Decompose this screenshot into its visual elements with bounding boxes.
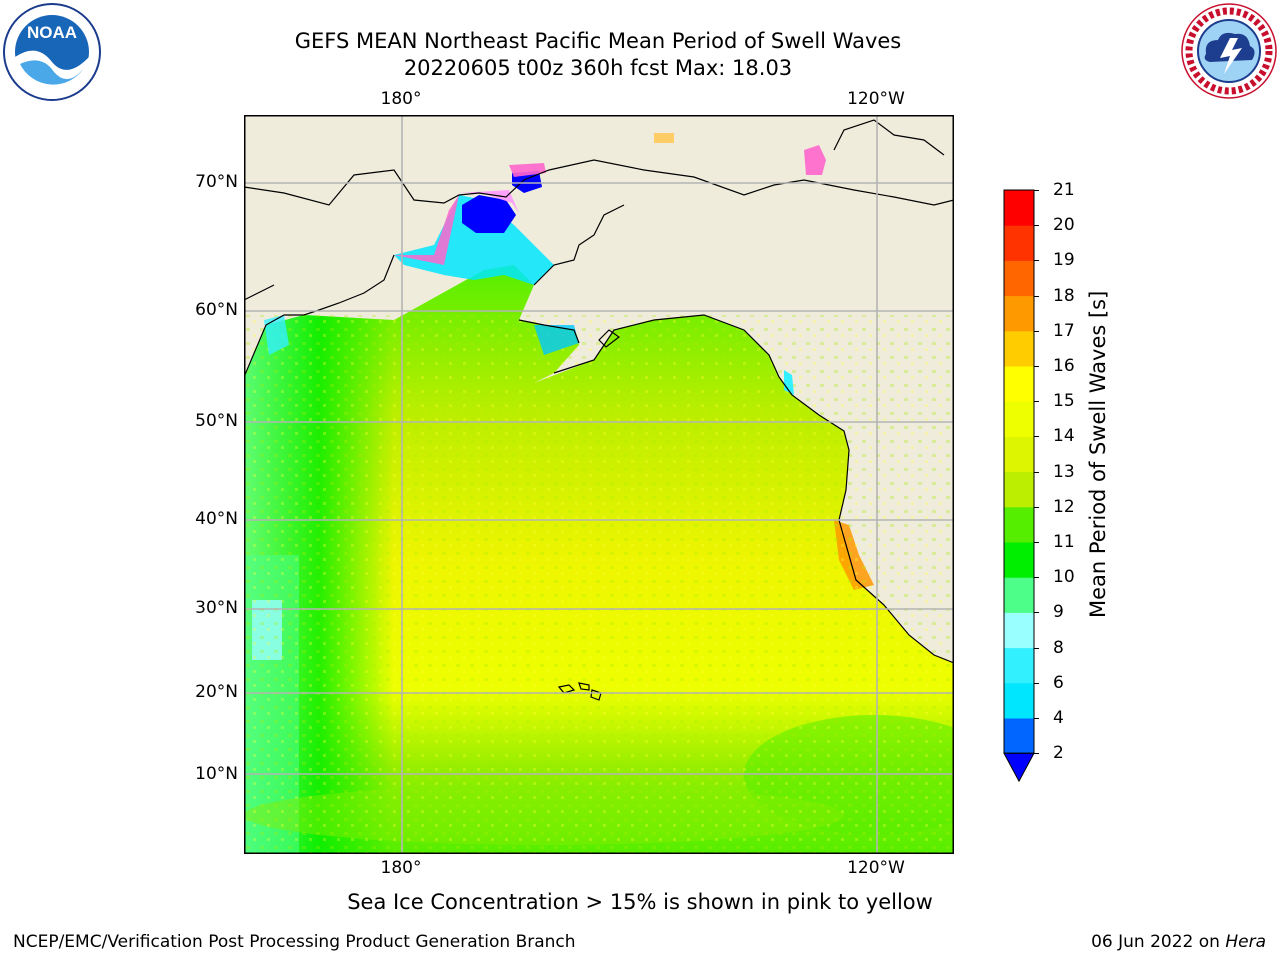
colorbar-under-arrow — [1003, 752, 1035, 783]
sea-ice-pink-3 — [509, 163, 546, 177]
colorbar-ticks: 2 4 6 8 9 10 11 12 13 14 15 16 17 18 19 20 21 — [1034, 0, 1110, 960]
lon-label-bottom-180: 180° — [380, 858, 422, 878]
colorbar-tick-label: 15 — [1053, 391, 1075, 412]
colorbar-tick-label: 2 — [1053, 743, 1064, 764]
colorbar-segment — [1004, 718, 1034, 754]
colorbar-tick-label: 4 — [1053, 708, 1064, 728]
colorbar-segment — [1004, 471, 1034, 508]
colorbar-tick-label: 17 — [1053, 320, 1075, 341]
colorbar-segment — [1004, 190, 1034, 226]
lat-label-20n: 20°N — [195, 682, 238, 702]
sea-ice-pink-4 — [804, 145, 826, 175]
footer-date: 06 Jun 2022 on — [1091, 932, 1220, 952]
colorbar-segment — [1004, 682, 1034, 719]
colorbar-segment — [1004, 225, 1034, 261]
colorbar-segment — [1004, 401, 1034, 437]
colorbar-tick-mark — [1034, 366, 1039, 367]
chart-subtitle: 20220605 t00z 360h fcst Max: 18.03 — [403, 56, 793, 80]
colorbar-tick-mark — [1034, 330, 1039, 332]
colorbar-tick-mark — [1034, 577, 1039, 579]
lat-label-60n: 60°N — [195, 300, 238, 320]
colorbar-segment — [1004, 295, 1034, 332]
lon-label-bottom-120w: 120°W — [847, 858, 905, 878]
colorbar-tick-mark — [1034, 436, 1039, 438]
colorbar-tick-mark — [1034, 612, 1039, 614]
colorbar-tick-mark — [1034, 647, 1039, 649]
colorbar-tick-label: 12 — [1053, 496, 1075, 517]
coastlines — [243, 119, 955, 701]
colorbar-tick-mark — [1034, 471, 1039, 473]
colorbar-tick-label: 18 — [1053, 285, 1075, 306]
colorbar-tick-mark — [1034, 260, 1039, 262]
sea-ice-yellow-1 — [654, 133, 674, 143]
noaa-logo: NOAA — [2, 2, 102, 102]
lon-label-top-120w: 120°W — [847, 89, 905, 109]
graticule — [244, 115, 954, 854]
colorbar-segment — [1004, 577, 1034, 613]
colorbar-segment — [1004, 330, 1034, 367]
lat-label-30n: 30°N — [195, 598, 238, 618]
colorbar-tick-mark — [1034, 506, 1039, 508]
map-panel — [243, 115, 1004, 855]
lon-label-top-180: 180° — [380, 89, 422, 109]
colorbar-segment — [1004, 647, 1034, 684]
swell-period-map — [243, 115, 1004, 855]
lat-label-50n: 50°N — [195, 411, 238, 431]
colorbar-tick-label: 6 — [1053, 672, 1064, 693]
colorbar-tick-mark — [1034, 190, 1039, 191]
noaa-logo-text: NOAA — [27, 23, 77, 42]
colorbar-tick-mark — [1034, 682, 1039, 684]
colorbar-tick-label: 10 — [1053, 567, 1075, 588]
colorbar-segment — [1004, 612, 1034, 649]
colorbar-segment — [1004, 260, 1034, 297]
colorbar-tick-mark — [1034, 225, 1039, 227]
footer-run-info: 06 Jun 2022 on Hera — [1091, 932, 1266, 952]
colorbar-tick-label: 13 — [1053, 461, 1075, 482]
colorbar-label: Mean Period of Swell Waves [s] — [1086, 290, 1110, 618]
sea-ice-pink-1 — [394, 195, 459, 265]
colorbar-tick-label: 21 — [1053, 180, 1075, 200]
colorbar — [1000, 186, 1040, 786]
sea-ice-pink-2 — [459, 190, 519, 213]
lat-label-40n: 40°N — [195, 509, 238, 529]
colorbar-tick-mark — [1034, 295, 1039, 297]
colorbar-segment — [1004, 436, 1034, 473]
colorbar-tick-label: 19 — [1053, 250, 1075, 271]
colorbar-segment — [1004, 366, 1034, 402]
colorbar-tick-label: 20 — [1053, 215, 1075, 236]
se-alaska-low-period — [784, 370, 794, 395]
colorbar-tick-mark — [1034, 753, 1039, 755]
colorbar-tick-label: 14 — [1053, 426, 1075, 447]
map-frame — [244, 115, 954, 854]
lat-label-10n: 10°N — [195, 764, 238, 784]
nws-logo — [1180, 2, 1278, 100]
colorbar-tick-label: 16 — [1053, 356, 1075, 376]
footer-producer: NCEP/EMC/Verification Post Processing Pr… — [13, 932, 576, 952]
colorbar-tick-label: 9 — [1053, 602, 1064, 623]
colorbar-tick-mark — [1034, 542, 1039, 543]
colorbar-tick-mark — [1034, 718, 1039, 719]
colorbar-segment — [1004, 542, 1034, 578]
sea-ice-note: Sea Ice Concentration > 15% is shown in … — [347, 890, 933, 914]
chart-title: GEFS MEAN Northeast Pacific Mean Period … — [294, 29, 902, 53]
field-texture — [244, 315, 954, 854]
footer-machine: Hera — [1225, 932, 1266, 952]
colorbar-tick-mark — [1034, 401, 1039, 403]
kamchatka-low-period — [264, 315, 289, 355]
colorbar-tick-label: 8 — [1053, 637, 1064, 658]
chukchi-very-low-period — [512, 171, 542, 193]
colorbar-segment — [1004, 506, 1034, 543]
arctic-very-low-period — [462, 195, 516, 233]
colorbar-tick-label: 11 — [1053, 532, 1075, 552]
colorbar-swatches — [1003, 189, 1035, 783]
bristol-bay-low-period — [534, 325, 579, 355]
lat-label-70n: 70°N — [195, 172, 238, 192]
